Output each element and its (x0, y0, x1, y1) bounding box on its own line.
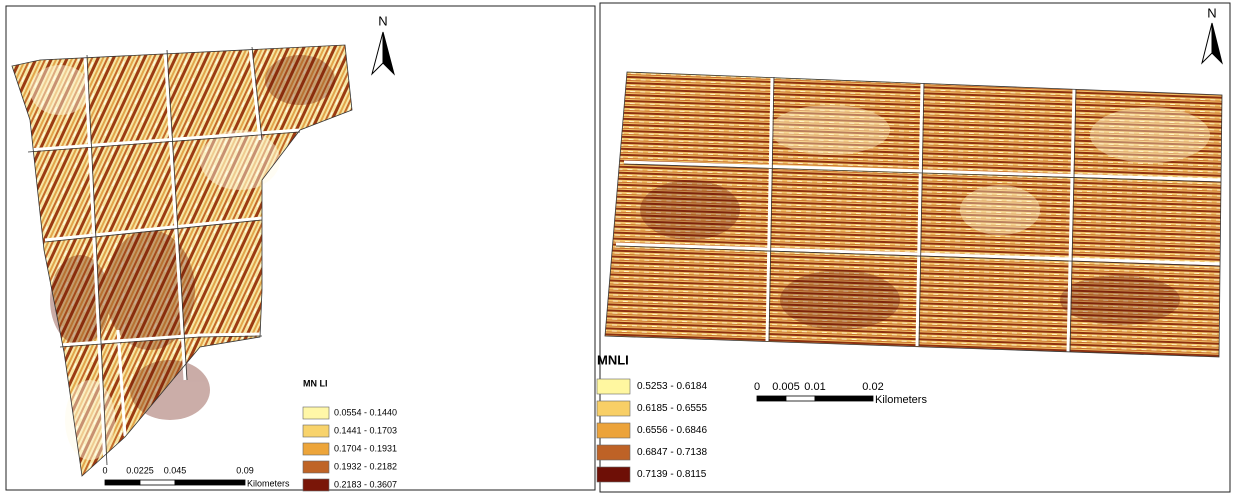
scale-tick-label: 0.005 (772, 381, 800, 393)
legend-swatch (597, 467, 630, 482)
legend-title: MN LI (303, 378, 328, 388)
legend-label: 0.2183 - 0.3607 (334, 479, 397, 489)
scale-tick-label: 0.02 (862, 381, 883, 393)
legend-label: 0.0554 - 0.1440 (334, 407, 397, 417)
north-label: N (378, 13, 387, 28)
scale-segment (815, 396, 873, 401)
legend-swatch (597, 445, 630, 460)
scale-tick-label: 0.045 (164, 465, 187, 475)
scale-tick-label: 0.0225 (126, 465, 154, 475)
legend-swatch (303, 407, 329, 419)
scale-tick-label: 0 (754, 381, 760, 393)
legend-label: 0.1441 - 0.1703 (334, 425, 397, 435)
legend-swatch (303, 425, 329, 437)
legend-label: 0.7139 - 0.8115 (637, 469, 707, 480)
scale-tick-label: 0.09 (236, 465, 254, 475)
scale-segment (140, 480, 175, 485)
legend-label: 0.5253 - 0.6184 (637, 381, 707, 392)
scale-unit: Kilometers (247, 478, 290, 488)
legend-label: 0.1932 - 0.2182 (334, 461, 397, 471)
legend-label: 0.6185 - 0.6555 (637, 403, 707, 414)
legend-swatch (303, 443, 329, 455)
legend-label: 0.6556 - 0.6846 (637, 425, 707, 436)
legend-swatch (597, 401, 630, 416)
scale-segment (175, 480, 245, 485)
legend-label: 0.1704 - 0.1931 (334, 443, 397, 453)
scale-tick-label: 0.01 (804, 381, 825, 393)
legend-swatch (597, 423, 630, 438)
legend-swatch (303, 461, 329, 473)
legend-swatch (303, 479, 329, 491)
scale-segment (105, 480, 140, 485)
legend-swatch (597, 379, 630, 394)
scale-segment (757, 396, 786, 401)
north-label: N (1207, 5, 1216, 20)
page: N MN LI 0.0554 - 0.1440 0.1441 - 0.1703 0.… (0, 0, 1235, 496)
scale-tick-label: 0 (102, 465, 107, 475)
legend-title: MNLI (597, 352, 629, 367)
scale-unit: Kilometers (875, 394, 927, 406)
figure: N MN LI 0.0554 - 0.1440 0.1441 - 0.1703 0.… (0, 0, 1235, 496)
scale-segment (786, 396, 815, 401)
legend-label: 0.6847 - 0.7138 (637, 447, 707, 458)
